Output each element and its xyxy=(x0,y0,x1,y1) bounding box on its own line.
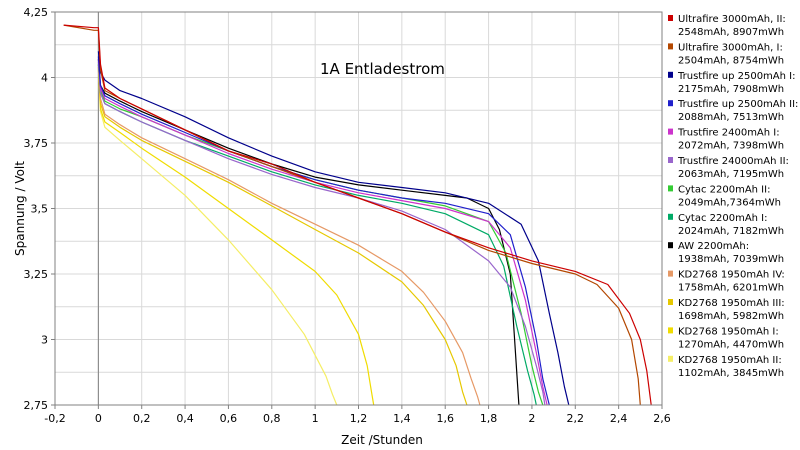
y-tick-label: 3,5 xyxy=(31,203,49,216)
legend-entry: Cytac 2200mAh I: 2024mAh, 7182mWh xyxy=(678,213,784,237)
series-line xyxy=(97,56,550,406)
axis-ticks: -0,2 0 0,2 0,4 0,6 0,8 1 1,2 1,4 1,6 1,8 2 2,2 2,4 2,6… xyxy=(24,6,671,425)
legend-swatch xyxy=(668,128,673,135)
chart-annotation: 1A Entladestrom xyxy=(320,60,445,78)
legend-swatch xyxy=(668,71,673,78)
x-tick-label: 1 xyxy=(312,412,319,425)
series-line xyxy=(97,59,548,406)
legend-entry: KD2768 1950mAh III: 1698mAh, 5982mWh xyxy=(678,298,785,322)
y-tick-label: 3,75 xyxy=(24,137,49,150)
legend-entry: Ultrafire 3000mAh, II: 2548mAh, 8907mWh xyxy=(678,14,786,38)
legend-entry: AW 2200mAh: 1938mAh, 7039mWh xyxy=(678,241,784,265)
legend-entry: Trustfire up 2500mAh II: 2088mAh, 7513mWh xyxy=(677,99,798,123)
legend-swatch xyxy=(668,270,673,277)
y-tick-label: 4,25 xyxy=(24,6,49,19)
legend-entry: Trustfire up 2500mAh I: 2175mAh, 7908mWh xyxy=(677,71,795,95)
series-line xyxy=(97,59,520,406)
legend-swatch xyxy=(668,185,673,192)
x-tick-label: 0,4 xyxy=(176,412,194,425)
legend-entry: KD2768 1950mAh II: 1102mAh, 3845mWh xyxy=(678,355,784,379)
x-tick-label: 1,4 xyxy=(393,412,411,425)
series-line xyxy=(63,24,641,406)
legend-swatch xyxy=(668,355,673,362)
series-line xyxy=(97,66,481,406)
series-line xyxy=(97,61,546,406)
x-tick-label: -0,2 xyxy=(44,412,65,425)
legend: Ultrafire 3000mAh, II: 2548mAh, 8907mWh Ul… xyxy=(668,14,798,379)
y-tick-label: 4 xyxy=(41,72,48,85)
legend-swatch xyxy=(668,15,673,21)
legend-swatch xyxy=(668,327,673,334)
series-line xyxy=(97,69,375,406)
legend-swatch xyxy=(668,157,673,163)
x-axis-label: Zeit /Stunden xyxy=(341,433,423,447)
x-tick-label: 2,4 xyxy=(610,412,628,425)
x-tick-label: 0,6 xyxy=(220,412,238,425)
x-tick-label: 0,2 xyxy=(133,412,151,425)
legend-entry: Cytac 2200mAh II: 2049mAh,7364mWh xyxy=(678,184,781,208)
x-tick-label: 1,2 xyxy=(350,412,368,425)
series-line xyxy=(97,66,468,406)
series-line xyxy=(97,51,570,406)
x-tick-label: 0 xyxy=(95,412,102,425)
legend-entry: KD2768 1950mAh IV: 1758mAh, 6201mWh xyxy=(678,270,785,294)
series-line xyxy=(97,69,338,406)
x-tick-label: 2,2 xyxy=(567,412,585,425)
legend-swatch xyxy=(668,299,673,305)
x-tick-label: 1,8 xyxy=(480,412,498,425)
y-tick-label: 3,25 xyxy=(24,268,49,281)
legend-swatch xyxy=(668,242,673,249)
grid xyxy=(54,11,663,406)
legend-entry: Trustfire 2400mAh I: 2072mAh, 7398mWh xyxy=(677,128,784,152)
x-tick-label: 2,6 xyxy=(653,412,671,425)
plot-frame xyxy=(54,11,663,406)
legend-swatch xyxy=(668,213,673,220)
x-tick-label: 0,8 xyxy=(263,412,281,425)
legend-entry: Trustfire 24000mAh II: 2063mAh, 7195mWh xyxy=(677,156,789,180)
x-tick-label: 2 xyxy=(528,412,535,425)
series-line xyxy=(97,64,537,406)
legend-swatch xyxy=(668,43,673,50)
legend-swatch xyxy=(668,100,673,107)
legend-entry: KD2768 1950mAh I: 1270mAh, 4470mWh xyxy=(678,326,784,350)
series-line xyxy=(97,64,544,406)
y-tick-label: 3 xyxy=(41,334,48,347)
legend-entry: Ultrafire 3000mAh, I: 2504mAh, 8754mWh xyxy=(678,42,784,66)
series-line xyxy=(63,24,652,406)
y-axis-label: Spannung / Volt xyxy=(13,161,27,256)
x-tick-label: 1,6 xyxy=(436,412,454,425)
series-lines xyxy=(63,24,652,406)
y-tick-label: 2,75 xyxy=(24,399,49,412)
